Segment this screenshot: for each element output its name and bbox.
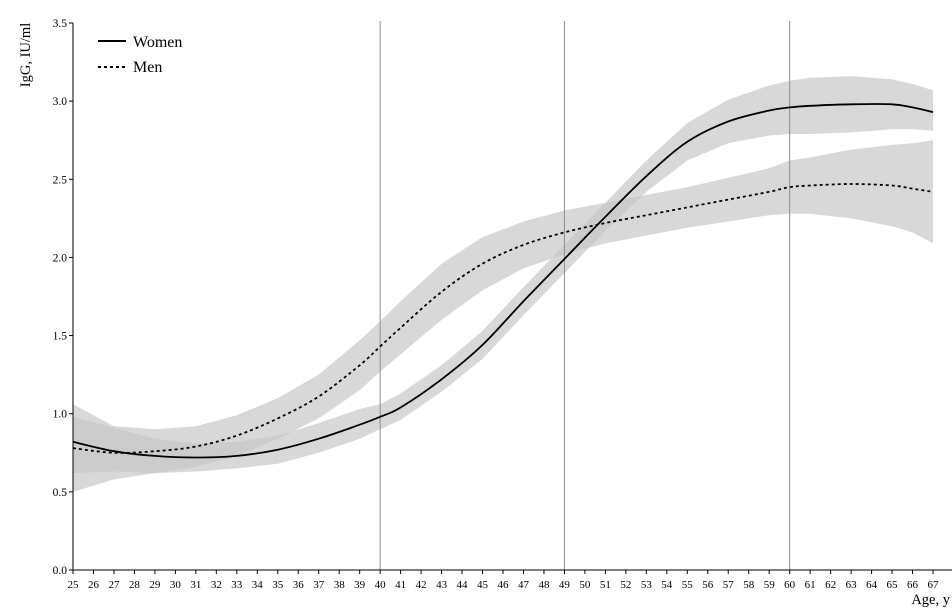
legend-label-women: Women [133, 34, 182, 51]
y-tick-label: 3.0 [53, 96, 68, 108]
x-tick-label: 40 [375, 579, 387, 591]
x-tick-label: 44 [457, 579, 469, 591]
x-tick-label: 49 [559, 579, 571, 591]
x-tick-label: 53 [641, 579, 653, 591]
legend: Women Men [98, 34, 182, 76]
y-tick-label: 0.5 [53, 487, 68, 499]
x-tick-label: 51 [600, 579, 611, 591]
x-tick-label: 56 [702, 579, 714, 591]
x-tick-label: 43 [436, 579, 448, 591]
x-tick-label: 52 [620, 579, 631, 591]
y-tick-label: 1.5 [53, 331, 68, 343]
x-tick-label: 42 [416, 579, 427, 591]
x-tick-label: 26 [88, 579, 100, 591]
x-tick-label: 34 [252, 579, 264, 591]
y-tick-label: 1.0 [53, 409, 68, 421]
x-tick-label: 29 [149, 579, 161, 591]
x-tick-label: 36 [293, 579, 305, 591]
band-men [73, 140, 933, 492]
band-women [73, 76, 933, 474]
line-men [72, 183, 934, 454]
x-tick-label: 37 [313, 579, 325, 591]
y-tick-label: 0.0 [53, 565, 68, 577]
x-ticks: 25 26 27 28 29 30 31 32 33 34 35 36 37 38 39 40 41 42 43 44… [68, 570, 940, 591]
x-tick-label: 59 [764, 579, 776, 591]
x-tick-label: 62 [825, 579, 836, 591]
x-tick-label: 65 [887, 579, 899, 591]
x-tick-label: 35 [272, 579, 284, 591]
x-tick-label: 25 [68, 579, 80, 591]
x-tick-label: 50 [579, 579, 591, 591]
x-tick-label: 57 [723, 579, 735, 591]
x-tick-label: 31 [190, 579, 201, 591]
x-tick-label: 39 [354, 579, 366, 591]
x-tick-label: 33 [231, 579, 243, 591]
line-women [72, 103, 934, 459]
x-tick-label: 47 [518, 579, 530, 591]
y-tick-label: 3.5 [53, 18, 68, 30]
x-axis-title: Age, y [911, 592, 950, 608]
confidence-bands [73, 76, 933, 492]
x-tick-label: 58 [743, 579, 755, 591]
x-tick-label: 27 [108, 579, 120, 591]
series-lines [72, 103, 934, 459]
x-tick-label: 55 [682, 579, 694, 591]
reference-lines [379, 21, 791, 570]
y-ticks: 0.0 0.5 1.0 1.5 2.0 2.5 3.0 3.5 [53, 18, 73, 577]
x-tick-label: 66 [907, 579, 919, 591]
x-tick-label: 41 [395, 579, 406, 591]
axes [72, 23, 952, 571]
x-tick-label: 32 [211, 579, 222, 591]
y-tick-label: 2.0 [53, 252, 68, 264]
y-axis-title: IgG, IU/ml [18, 23, 34, 87]
x-tick-label: 28 [129, 579, 141, 591]
y-tick-label: 2.5 [53, 174, 68, 186]
x-tick-label: 38 [334, 579, 346, 591]
x-tick-label: 61 [805, 579, 816, 591]
x-tick-label: 30 [170, 579, 182, 591]
x-tick-label: 67 [928, 579, 940, 591]
x-tick-label: 54 [661, 579, 673, 591]
x-tick-label: 64 [866, 579, 878, 591]
x-tick-label: 60 [784, 579, 796, 591]
x-tick-label: 46 [498, 579, 510, 591]
x-tick-label: 45 [477, 579, 489, 591]
x-tick-label: 48 [538, 579, 550, 591]
x-tick-label: 63 [846, 579, 858, 591]
legend-label-men: Men [133, 59, 162, 76]
